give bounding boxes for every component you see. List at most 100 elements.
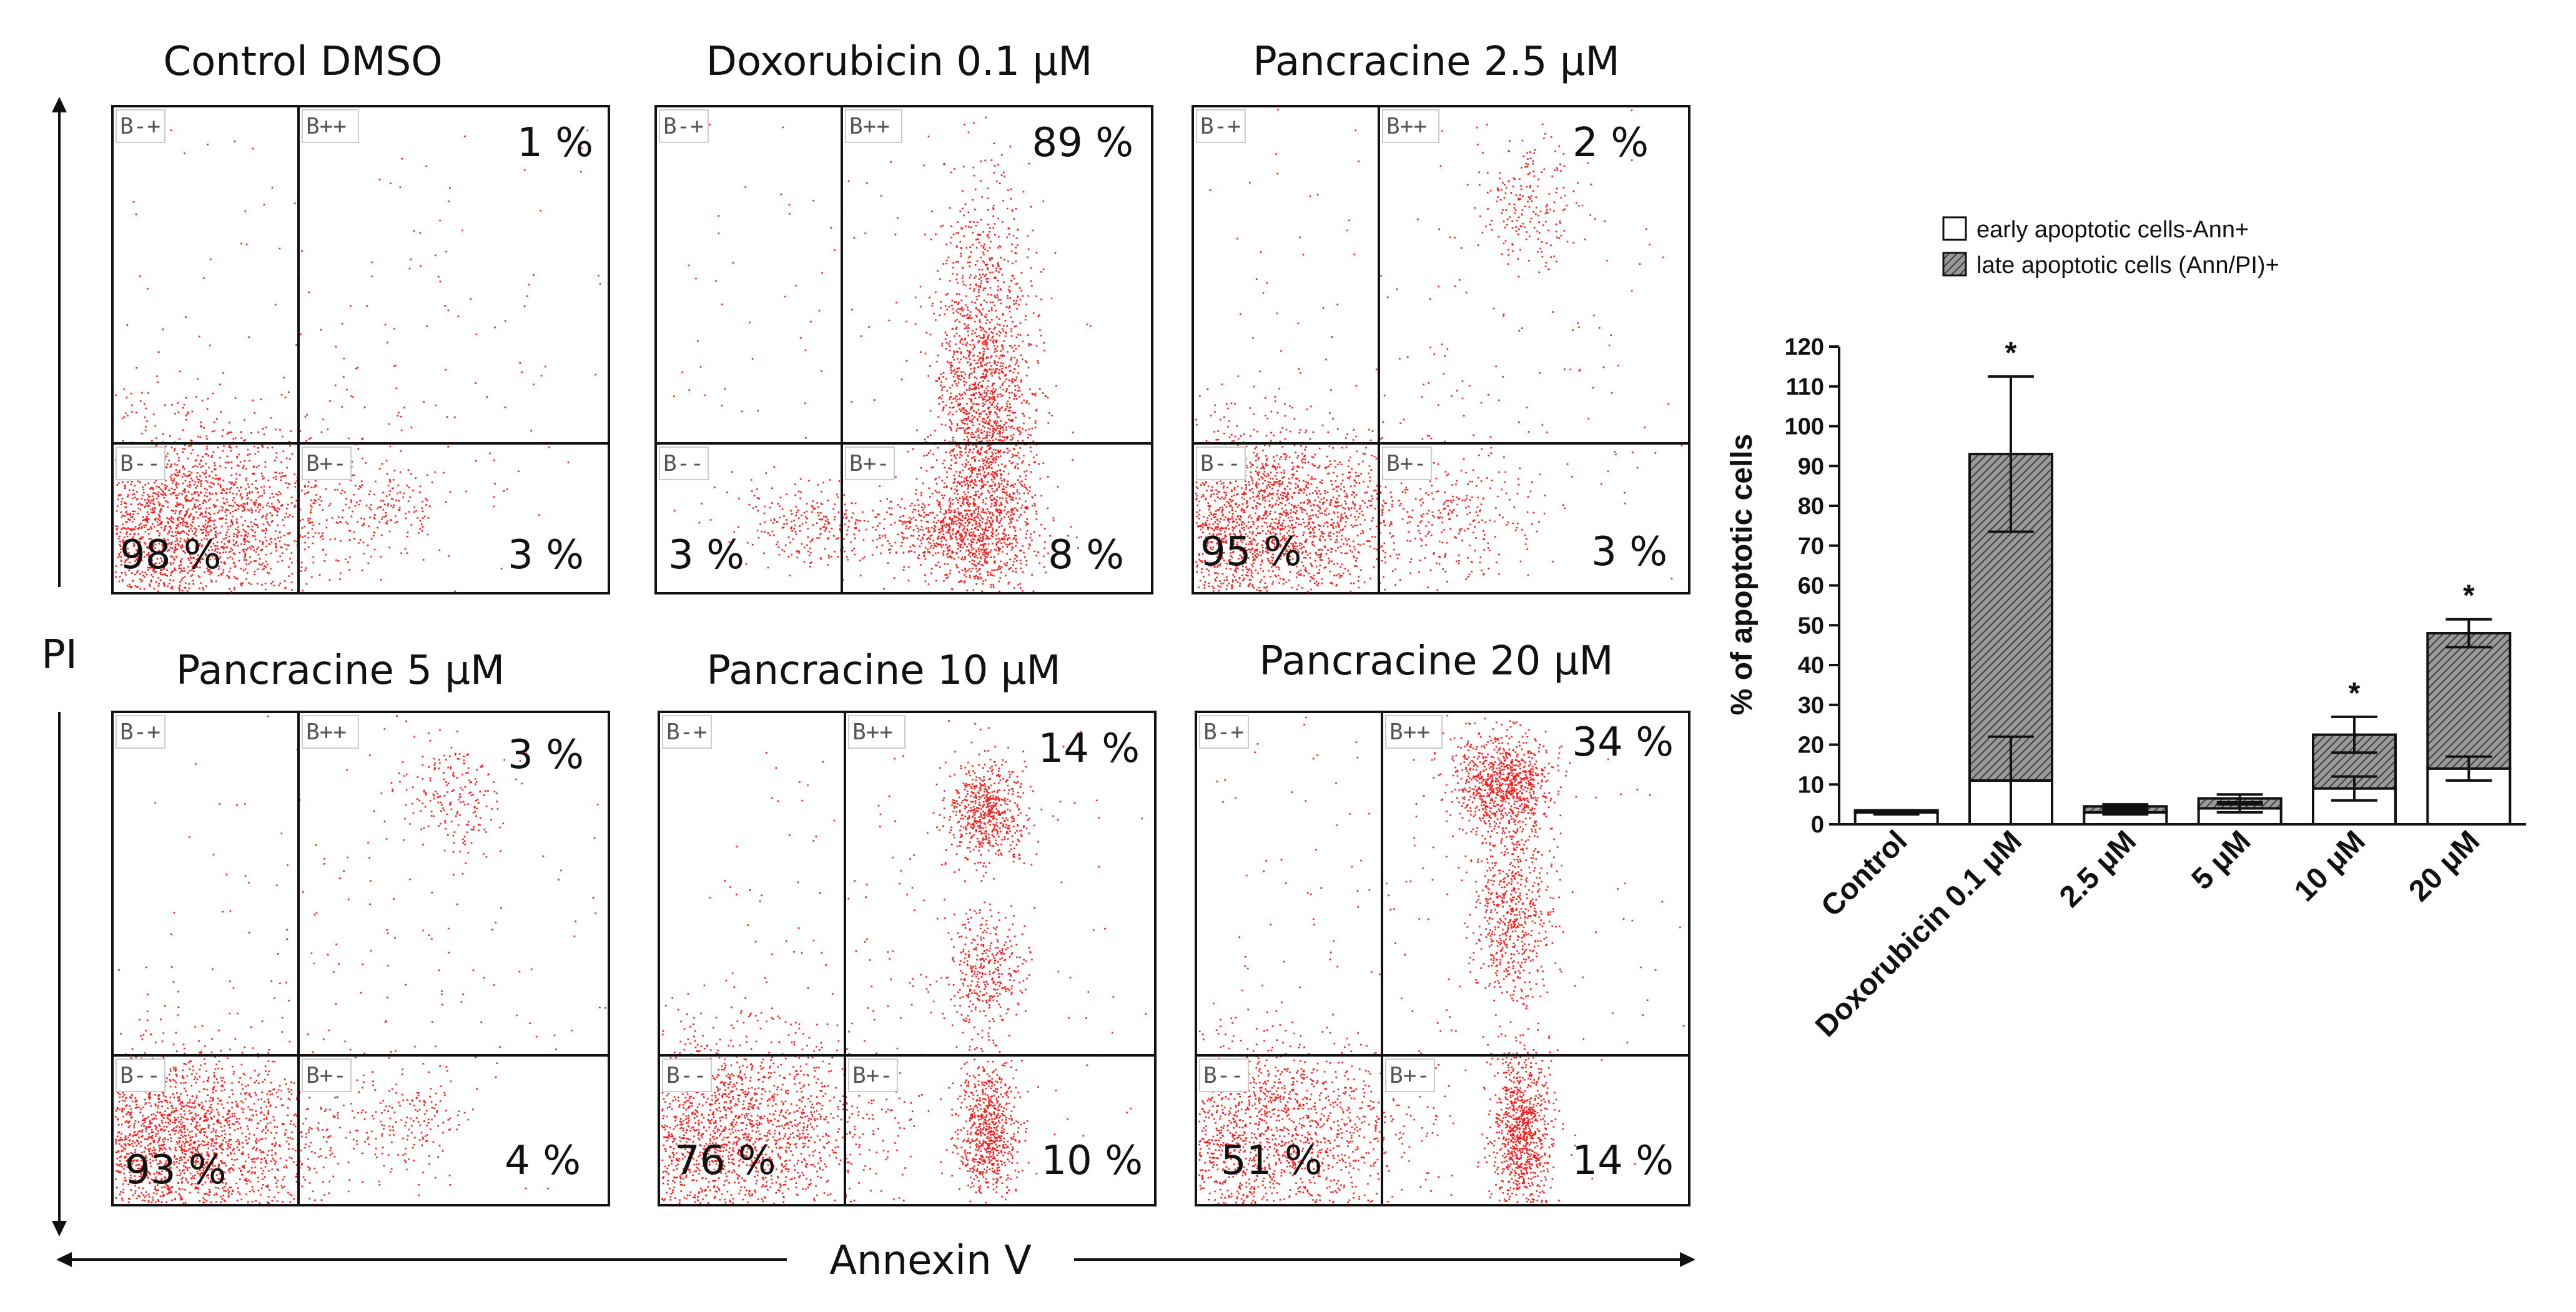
y-tick: 120 [1785, 334, 1839, 360]
error-bar-early-1 [1988, 735, 2034, 826]
panel-title: Pancracine 5 μM [176, 648, 505, 694]
percent-ll: 76 % [674, 1138, 776, 1184]
gate-label-ur: B++ [1389, 719, 1430, 745]
error-bar-late-5 [2445, 618, 2492, 649]
error-bar-late-2 [2102, 803, 2149, 810]
y-tick-label: 100 [1785, 414, 1824, 440]
y-tick: 40 [1798, 653, 1839, 679]
gate-label-ur: B++ [1386, 114, 1427, 139]
gate-label-ll: B-- [120, 1063, 160, 1088]
x-category-label: 20 μM [2402, 824, 2486, 908]
plot-frame [1195, 711, 1690, 1206]
plot-frame [1192, 105, 1690, 594]
legend: early apoptotic cells-Ann+ late apoptoti… [1942, 216, 2279, 279]
gate-label-ll: B-- [1200, 451, 1241, 476]
legend-swatch-late [1942, 252, 1967, 277]
percent-ur: 2 % [1572, 120, 1649, 166]
percent-ll: 95 % [1200, 529, 1302, 575]
gate-label-ul: B-+ [1200, 114, 1241, 139]
y-tick-label: 120 [1785, 334, 1824, 360]
gate-label-lr: B+- [1389, 1063, 1430, 1088]
flow-panel-pancracine-5: Pancracine 5 μM B-+ B++ B-- B+- 3 % 93 %… [111, 648, 610, 1206]
y-tick: 50 [1798, 613, 1839, 639]
percent-ll: 98 % [120, 532, 222, 578]
percent-ll: 3 % [668, 532, 744, 578]
gate-label-lr: B+- [849, 451, 890, 476]
y-tick: 20 [1798, 732, 1839, 759]
percent-ll: 51 % [1221, 1138, 1323, 1184]
significance-star: * [2463, 580, 2475, 613]
significance-star: * [2349, 677, 2361, 710]
gate-label-ul: B-+ [120, 719, 160, 745]
x-category-label: 10 μM [2288, 824, 2372, 908]
gate-label-ll: B-- [1203, 1063, 1244, 1088]
panel-title: Doxorubicin 0.1 μM [706, 39, 1093, 85]
percent-ur: 89 % [1032, 120, 1133, 166]
x-category-label: 2.5 μM [2053, 824, 2143, 914]
percent-ur: 34 % [1572, 719, 1674, 766]
panel-title: Pancracine 2.5 μM [1253, 39, 1620, 85]
gate-label-ur: B++ [306, 719, 347, 745]
flow-axes: PI Annexin V [41, 97, 1695, 1284]
y-tick-label: 80 [1798, 493, 1824, 520]
gate-label-ul: B-+ [1203, 719, 1244, 745]
arrowhead-down-icon [52, 1221, 67, 1236]
percent-lr: 8 % [1048, 532, 1124, 578]
y-tick: 0 [1811, 812, 1839, 838]
gate-label-ur: B++ [849, 114, 890, 139]
panel-title: Pancracine 20 μM [1259, 638, 1613, 684]
percent-lr: 4 % [505, 1138, 581, 1184]
legend-swatch-early [1942, 216, 1967, 241]
flow-panel-control: Control DMSO B-+ B++ B-- B+- 1 % 98 % 3 … [111, 39, 610, 594]
y-tick: 10 [1798, 772, 1839, 798]
y-tick-label: 30 [1798, 693, 1824, 719]
flow-panels: Control DMSO B-+ B++ B-- B+- 1 % 98 % 3 … [111, 39, 1690, 1206]
y-tick-label: 0 [1811, 812, 1824, 838]
percent-ll: 93 % [125, 1147, 227, 1193]
y-tick: 100 [1785, 414, 1839, 440]
y-tick: 90 [1798, 453, 1839, 480]
y-tick-label: 110 [1786, 374, 1824, 400]
error-bar-late-1 [1988, 375, 2034, 533]
arrowhead-left-icon [56, 1252, 72, 1267]
bars [1853, 375, 2512, 826]
error-bar-early-4 [2331, 775, 2377, 802]
plot-frame [658, 711, 1157, 1206]
x-category-label: 5 μM [2186, 824, 2258, 896]
arrowhead-up-icon [52, 97, 67, 112]
annexin-axis-label: Annexin V [829, 1238, 1032, 1284]
percent-ur: 3 % [508, 732, 584, 778]
flow-panel-pancracine-10: Pancracine 10 μM B-+ B++ B-- B+- 14 % 76… [658, 648, 1157, 1206]
flow-panel-pancracine-2-5: Pancracine 2.5 μM B-+ B++ B-- B+- 2 % 95… [1192, 39, 1690, 594]
percent-lr: 14 % [1572, 1138, 1674, 1184]
gate-label-ul: B-+ [120, 114, 160, 139]
percent-ur: 1 % [517, 120, 593, 166]
percent-ur: 14 % [1038, 726, 1140, 772]
y-tick-label: 40 [1798, 653, 1824, 679]
flow-panel-doxorubicin: Doxorubicin 0.1 μM B-+ B++ B-- B+- 89 % … [654, 39, 1153, 594]
panel-title: Control DMSO [163, 39, 442, 85]
pi-axis-label: PI [41, 632, 77, 678]
legend-label-early: early apoptotic cells-Ann+ [1976, 217, 2249, 243]
error-bar-early-3 [2216, 803, 2263, 814]
y-tick: 30 [1798, 693, 1839, 719]
y-ticks: 0 10 20 30 40 50 60 70 80 90 100 110 120 [1785, 334, 1839, 838]
gate-label-lr: B+- [1386, 451, 1427, 476]
y-tick-label: 50 [1798, 613, 1824, 639]
error-bar-early-2 [2102, 809, 2149, 816]
gate-label-ul: B-+ [663, 114, 704, 139]
gate-label-ll: B-- [120, 451, 160, 476]
significance-markers: * * * [2005, 337, 2475, 710]
flow-panel-pancracine-20: Pancracine 20 μM B-+ B++ B-- B+- 34 % 51… [1195, 638, 1690, 1206]
arrowhead-right-icon [1680, 1252, 1695, 1267]
y-tick-label: 20 [1798, 732, 1824, 759]
plot-frame [111, 711, 610, 1206]
percent-lr: 10 % [1041, 1138, 1143, 1184]
y-axis-label: % of apoptotic cells [1725, 434, 1759, 716]
legend-label-late: late apoptotic cells (Ann/PI)+ [1976, 252, 2279, 279]
plot-frame [111, 105, 610, 594]
x-category-labels: Control Doxorubicin 0.1 μM 2.5 μM 5 μM 1… [1809, 824, 2486, 1043]
gate-label-lr: B+- [306, 1063, 347, 1088]
gate-label-lr: B+- [306, 451, 347, 476]
bar-chart: early apoptotic cells-Ann+ late apoptoti… [1725, 216, 2526, 1043]
